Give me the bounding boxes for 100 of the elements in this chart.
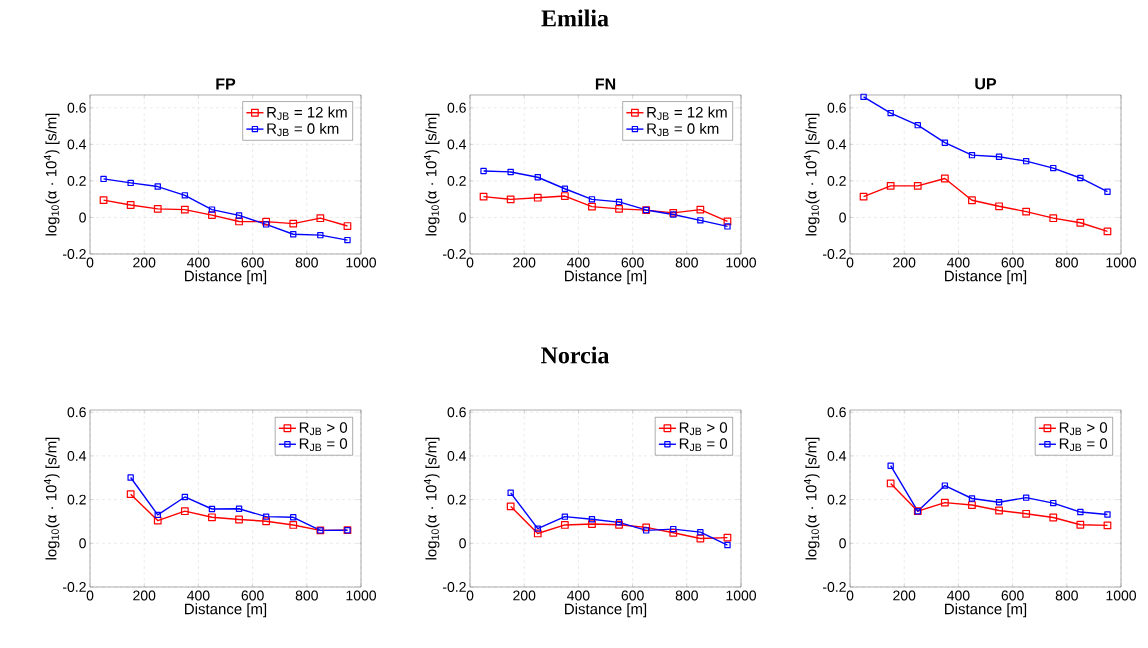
text: Emilia xyxy=(541,9,609,27)
y-tick-label: -0.2 xyxy=(822,249,846,259)
x-tick-label: 400 xyxy=(947,257,970,268)
x-tick-label: 400 xyxy=(187,257,210,268)
legend-label: R$_{JB}$ > 0 xyxy=(299,422,348,436)
point xyxy=(180,205,189,214)
point xyxy=(208,505,216,513)
point xyxy=(941,139,949,146)
y-tick-label: 0 xyxy=(459,538,466,549)
x-tick-label: 0 xyxy=(86,257,94,268)
point xyxy=(723,533,732,542)
point xyxy=(560,192,569,200)
point xyxy=(995,499,1003,506)
y-tick-label: 0.2 xyxy=(447,494,466,505)
point xyxy=(669,528,678,537)
point xyxy=(1076,520,1085,529)
legend-label: R$_{JB}$ = 0 km xyxy=(267,122,339,137)
point xyxy=(290,514,297,521)
x-tick-label: 600 xyxy=(241,257,264,268)
x-tick-label: 600 xyxy=(621,590,644,601)
point xyxy=(289,521,298,529)
chart-title: UP xyxy=(975,78,997,90)
y-tick-label: 0 xyxy=(839,212,846,223)
y-tick-label: 0.2 xyxy=(67,175,86,186)
legend-label: R$_{JB}$ = 0 km xyxy=(647,122,719,137)
point xyxy=(1103,227,1112,236)
x-tick-label: 600 xyxy=(1001,590,1024,601)
point xyxy=(615,198,623,206)
point xyxy=(344,236,351,244)
x-tick-label: 600 xyxy=(1001,257,1024,268)
point xyxy=(886,181,895,190)
y-tick-label: 0.6 xyxy=(67,102,86,113)
point xyxy=(588,516,596,523)
point xyxy=(968,196,976,205)
point xyxy=(480,167,487,175)
point xyxy=(262,517,271,526)
point xyxy=(697,528,704,536)
x-tick-label: 200 xyxy=(133,257,156,268)
point xyxy=(154,183,161,190)
chart-title: FP xyxy=(216,78,236,90)
point xyxy=(724,223,731,230)
point xyxy=(235,505,243,512)
y-tick-label: 0.6 xyxy=(67,407,86,418)
point xyxy=(181,493,189,501)
x-tick-label: 200 xyxy=(513,590,536,601)
point xyxy=(887,109,894,117)
y-tick-label: 0.4 xyxy=(827,139,847,150)
point xyxy=(126,201,135,209)
y-tick-label: 0 xyxy=(839,538,846,549)
x-tick-label: 0 xyxy=(846,590,854,601)
y-tick-label: -0.2 xyxy=(442,582,466,592)
x-tick-label: 1000 xyxy=(346,257,377,268)
point xyxy=(507,168,514,176)
y-tick-label: -0.2 xyxy=(62,249,86,259)
point xyxy=(533,529,542,538)
y-tick-label: 0.6 xyxy=(827,102,846,113)
point xyxy=(1050,164,1057,172)
x-tick-label: 0 xyxy=(86,590,94,601)
x-tick-label: 400 xyxy=(947,590,970,601)
point xyxy=(1104,511,1111,518)
point xyxy=(127,474,134,481)
x-axis-title: Distance [m] xyxy=(945,603,1027,618)
y-axis-title: log$_{10}$(α · 10$^{4}$) [s/m] xyxy=(803,437,820,560)
y-axis-title: log$_{10}$(α · 10$^{4}$) [s/m] xyxy=(43,437,60,560)
point xyxy=(615,204,623,213)
point xyxy=(968,151,976,159)
point xyxy=(588,196,596,203)
point xyxy=(670,525,677,533)
x-tick-label: 0 xyxy=(466,257,474,268)
x-tick-label: 800 xyxy=(295,257,318,268)
point xyxy=(940,498,949,507)
point xyxy=(100,175,107,183)
point xyxy=(99,196,108,204)
point xyxy=(588,202,596,211)
point xyxy=(262,217,271,226)
point xyxy=(153,516,162,525)
point xyxy=(1022,157,1030,165)
y-tick-label: 0 xyxy=(459,212,466,223)
point xyxy=(913,181,922,190)
x-tick-label: 400 xyxy=(187,590,210,601)
point xyxy=(723,217,732,226)
point xyxy=(995,153,1003,160)
x-tick-label: 800 xyxy=(675,257,698,268)
point xyxy=(940,174,949,183)
chart-title: FN xyxy=(595,78,616,90)
point xyxy=(887,462,894,469)
point xyxy=(968,495,976,502)
point xyxy=(235,515,243,524)
point xyxy=(317,231,324,239)
y-axis-title: log$_{10}$(α · 10$^{4}$) [s/m] xyxy=(423,113,440,236)
x-tick-label: 1000 xyxy=(1106,590,1137,601)
x-tick-label: 400 xyxy=(567,257,590,268)
line-series xyxy=(100,175,351,244)
y-tick-label: 0.6 xyxy=(827,407,846,418)
point xyxy=(560,521,569,529)
y-tick-label: -0.2 xyxy=(822,582,846,592)
x-axis-title: Distance [m] xyxy=(565,603,647,618)
point xyxy=(914,121,921,129)
point xyxy=(588,520,596,528)
x-tick-label: 800 xyxy=(675,590,698,601)
